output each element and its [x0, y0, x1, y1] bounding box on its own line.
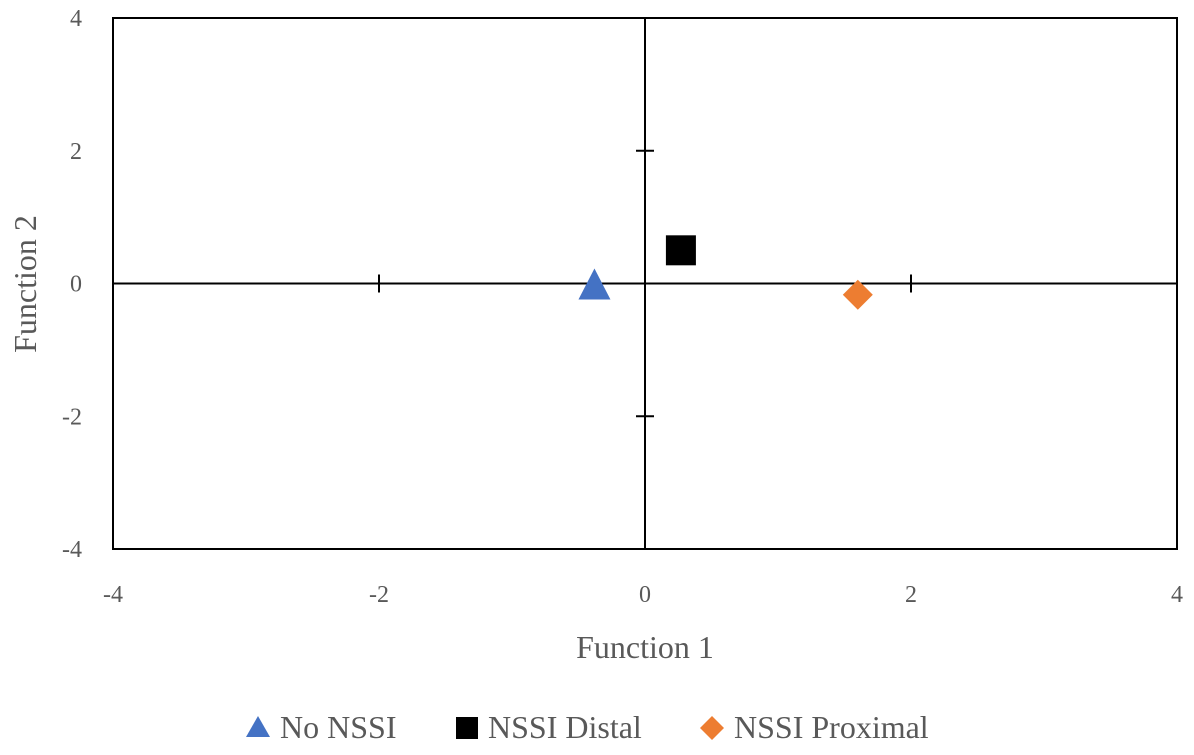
x-tick-labels: -4 -2 0 2 4	[103, 582, 1183, 608]
x-tick-label: -4	[103, 582, 123, 608]
x-axis-title: Function 1	[576, 629, 714, 665]
y-axis-title: Function 2	[7, 215, 43, 353]
axis-ticks	[378, 149, 912, 418]
legend-label-no-nssi: No NSSI	[280, 709, 396, 745]
y-tick-label: 0	[70, 272, 82, 298]
data-point-no-nssi	[578, 268, 611, 300]
legend-marker-nssi-distal	[456, 717, 478, 739]
data-points	[578, 235, 873, 310]
data-point-nssi-proximal	[842, 279, 873, 310]
x-tick-label: -2	[369, 582, 389, 608]
y-tick-label: -4	[62, 537, 82, 563]
legend-marker-nssi-proximal	[700, 716, 724, 740]
y-tick-label: -2	[62, 404, 82, 430]
y-tick-labels: 4 2 0 -2 -4	[62, 6, 82, 563]
y-tick-label: 2	[70, 139, 82, 165]
legend: No NSSI NSSI Distal NSSI Proximal	[246, 709, 929, 745]
x-tick-label: 4	[1171, 582, 1183, 608]
legend-label-nssi-proximal: NSSI Proximal	[734, 709, 929, 745]
x-tick-label: 0	[639, 582, 651, 608]
data-point-nssi-distal	[665, 235, 696, 266]
legend-label-nssi-distal: NSSI Distal	[488, 709, 642, 745]
x-tick-label: 2	[905, 582, 917, 608]
y-tick-label: 4	[70, 6, 82, 32]
legend-marker-no-nssi	[246, 716, 270, 737]
